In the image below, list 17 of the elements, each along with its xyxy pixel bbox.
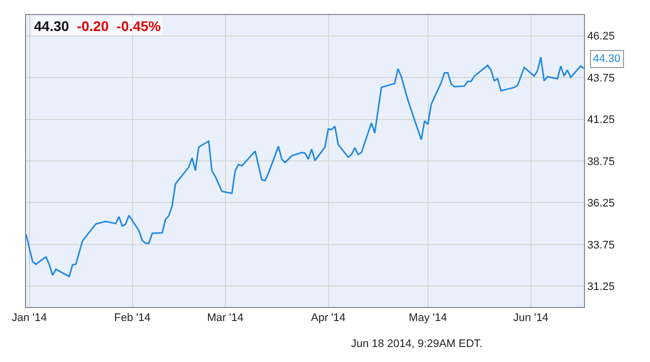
chart-title: 44.30 -0.20 -0.45% (34, 18, 162, 34)
x-tick-label: Jun '14 (513, 312, 548, 324)
y-tick-label: 31.25 (587, 280, 615, 293)
x-tick-label: Jan '14 (12, 312, 47, 324)
y-tick-label: 46.25 (587, 30, 615, 43)
y-tick-label: 41.25 (587, 114, 615, 126)
annotation: 44.30 (593, 53, 621, 65)
y-tick-label: 38.75 (587, 156, 615, 168)
y-tick-label: 36.25 (587, 198, 615, 210)
y-tick-label: 33.75 (587, 239, 615, 252)
y-tick-label: 43.75 (587, 72, 615, 84)
line-series (26, 56, 584, 278)
x-tick-label: Mar '14 (207, 312, 244, 324)
x-tick-label: Feb '14 (114, 312, 150, 324)
x-tick-label: Apr '14 (310, 312, 346, 324)
x-tick-label: May '14 (408, 312, 447, 324)
text: Jun 18 2014, 9:29AM EDT. (351, 338, 482, 350)
